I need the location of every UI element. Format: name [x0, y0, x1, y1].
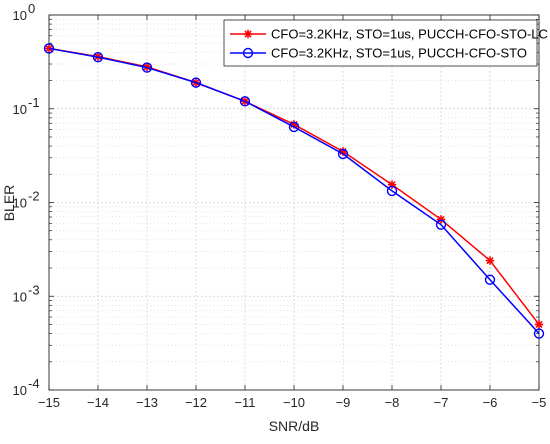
asterisk-stroke [437, 215, 445, 224]
y-tick-label-exponent: -3 [28, 282, 40, 297]
data-point-asterisk [243, 29, 253, 39]
y-tick-label-exponent: -2 [28, 189, 40, 204]
x-tick-label: −9 [336, 395, 351, 410]
data-point-circle [141, 62, 153, 73]
asterisk-stroke [486, 257, 494, 265]
x-tick-label: −11 [234, 395, 255, 410]
data-point-asterisk [485, 256, 495, 265]
y-tick-label-base: 10 [13, 8, 27, 23]
y-tick-label-exponent: -1 [28, 95, 40, 110]
y-tick-label-base: 10 [13, 196, 27, 211]
x-tick-label: −12 [185, 395, 207, 410]
x-tick-label: −10 [283, 395, 305, 410]
data-point-circle [242, 47, 254, 59]
data-point-asterisk [436, 215, 446, 224]
x-tick-label: −8 [385, 395, 400, 410]
x-axis-label: SNR/dB [269, 418, 320, 434]
y-tick-label-base: 10 [13, 383, 27, 398]
x-tick-label: −5 [532, 395, 547, 410]
series-lines [43, 43, 545, 339]
y-tick-label-base: 10 [13, 289, 27, 304]
data-point-circle [239, 96, 251, 107]
data-point-circle [435, 219, 447, 230]
x-tick-label: −15 [38, 395, 60, 410]
y-tick-label-exponent: -4 [28, 376, 40, 391]
data-point-circle [190, 77, 202, 88]
y-axis-label: BLER [1, 185, 17, 222]
x-tick-label: −13 [136, 395, 158, 410]
y-tick-label-exponent: 0 [28, 1, 35, 16]
tick-labels: −15 −14 −13 −12 −11 −10 −9 −8 −7 −6 −510 010 -110 -21… [13, 1, 547, 410]
data-point-circle [533, 328, 545, 339]
legend: CFO=3.2KHz, STO=1us, PUCCH-CFO-STO-LC CFO… [223, 19, 548, 67]
data-point-circle [386, 185, 398, 197]
x-tick-label: −7 [434, 395, 449, 410]
data-point-asterisk [534, 320, 544, 329]
data-point-circle [43, 43, 55, 54]
x-tick-label: −14 [87, 395, 109, 410]
grid-lines [48, 14, 540, 391]
legend-label-2: CFO=3.2KHz, STO=1us, PUCCH-CFO-STO [271, 46, 527, 61]
asterisk-stroke [244, 30, 252, 38]
data-point-circle [337, 148, 349, 160]
data-point-circle [484, 274, 496, 285]
data-point-circle [92, 51, 104, 63]
legend-label-1: CFO=3.2KHz, STO=1us, PUCCH-CFO-STO-LC [271, 27, 548, 42]
y-tick-label-base: 10 [13, 102, 27, 117]
series-line-2 [48, 47, 540, 335]
x-tick-label: −6 [483, 395, 498, 410]
asterisk-stroke [535, 320, 543, 329]
legend-box [223, 19, 538, 67]
data-point-circle [288, 121, 300, 133]
